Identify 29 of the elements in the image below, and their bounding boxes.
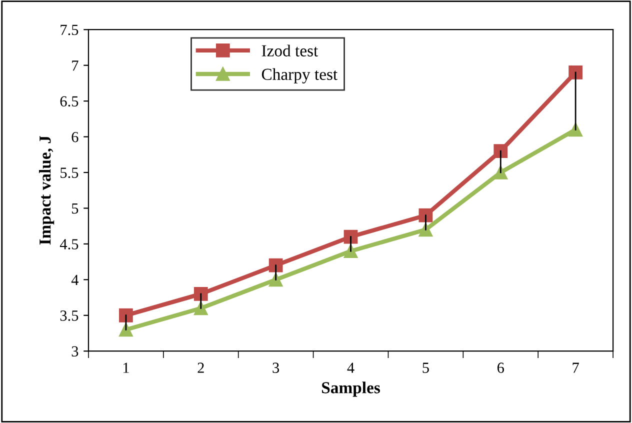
x-tick-label: 7: [572, 362, 579, 373]
point: [268, 258, 283, 272]
x-tick-label: 2: [198, 362, 204, 373]
y-tick-label: 5: [72, 204, 78, 214]
point: [568, 66, 583, 80]
y-tick-label: 6.5: [60, 96, 78, 107]
legend-label: Charpy test: [262, 68, 338, 84]
legend-label: Izod test: [262, 44, 318, 56]
point: [119, 322, 133, 337]
x-tick-label: 6: [497, 362, 504, 373]
y-tick-label: 3: [72, 346, 78, 357]
point: [194, 286, 208, 301]
y-tick-label: 7.5: [60, 24, 78, 36]
y-tick-label: 4.5: [60, 239, 78, 250]
y-tick-label: 4: [71, 274, 79, 285]
x-tick-label: 3: [272, 362, 280, 373]
x-tick-label: 1: [123, 362, 129, 373]
y-tick-label: 6: [72, 132, 78, 142]
y-tick-label: 7: [72, 60, 78, 71]
y-tick-label: 3.5: [60, 310, 78, 321]
point: [119, 308, 133, 322]
point: [418, 208, 433, 222]
point: [344, 230, 358, 244]
x-axis-title: Samples: [322, 382, 380, 397]
x-tick-label: 4: [347, 362, 354, 373]
y-axis-title: Impact value, J: [38, 136, 54, 245]
point: [494, 144, 508, 158]
x-tick-label: 5: [422, 362, 429, 373]
y-tick-label: 5.5: [60, 168, 78, 178]
